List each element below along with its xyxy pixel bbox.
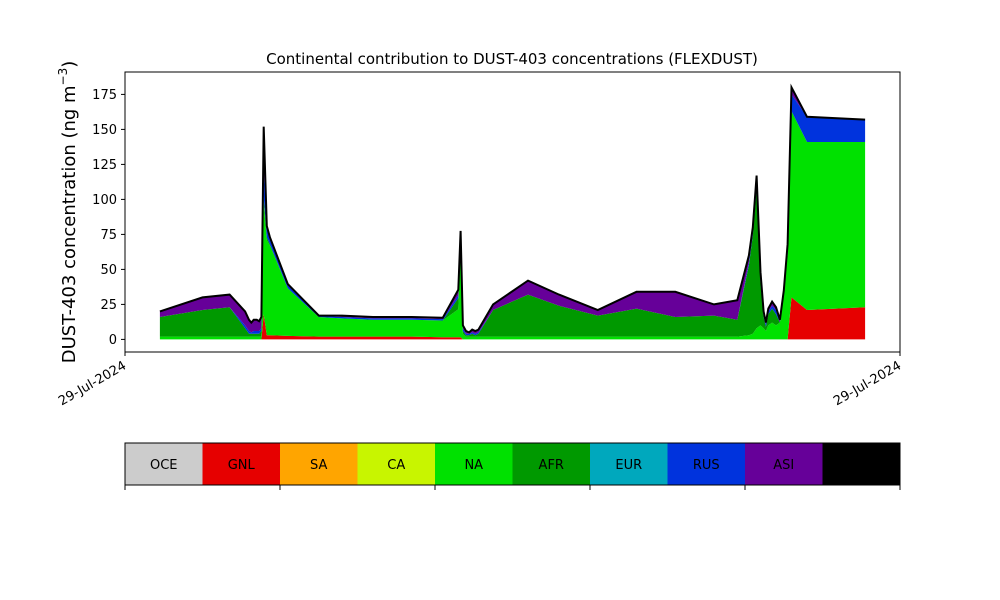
legend-swatch-oce xyxy=(125,443,203,485)
legend-label-afr: AFR xyxy=(539,458,564,473)
plot-frame xyxy=(124,71,901,353)
y-tick-label: 25 xyxy=(100,298,117,313)
y-axis-label-close: ) xyxy=(59,61,80,68)
legend-swatch-sa xyxy=(280,443,358,485)
area-na xyxy=(159,111,866,340)
legend-swatch-asi xyxy=(745,443,823,485)
y-tick-label: 150 xyxy=(92,123,117,138)
chart-title: Continental contribution to DUST-403 con… xyxy=(266,50,758,68)
legend-label-eur: EUR xyxy=(615,458,642,473)
legend-label-asi: ASI xyxy=(773,458,794,473)
legend-swatch-afr xyxy=(512,443,591,485)
legend-label-sa: SA xyxy=(310,458,327,473)
y-tick-label: 50 xyxy=(100,263,117,278)
color-legend-bar: OCE GNL SA CA NA AFR EUR RUS ASI AUS xyxy=(124,442,901,490)
area-afr xyxy=(159,111,866,337)
legend-swatch-rus xyxy=(667,443,746,485)
x-axis-ticks: 29-Jul-2024 29-Jul-2024 xyxy=(56,352,904,409)
y-tick-label: 75 xyxy=(100,228,117,243)
legend-label-rus: RUS xyxy=(693,458,720,473)
total-outline xyxy=(159,83,866,334)
area-gnl xyxy=(159,297,866,340)
legend-swatch-eur xyxy=(590,443,668,485)
y-axis-ticks: 0 25 50 75 100 125 150 175 xyxy=(92,88,125,348)
legend-label-na: NA xyxy=(464,458,483,473)
legend-label-aus: AUS xyxy=(848,458,875,473)
x-tick-label: 29-Jul-2024 xyxy=(56,358,129,409)
x-tick-label: 29-Jul-2024 xyxy=(831,358,904,409)
legend-swatch-ca xyxy=(357,443,436,485)
y-tick-label: 0 xyxy=(109,333,117,348)
y-tick-label: 125 xyxy=(92,158,117,173)
legend-swatch-na xyxy=(435,443,513,485)
legend-label-gnl: GNL xyxy=(228,458,256,473)
y-axis-label-sup: −3 xyxy=(56,68,70,86)
plot-areas xyxy=(159,87,866,340)
legend-swatch-gnl xyxy=(202,443,281,485)
y-axis-label-main: DUST-403 concentration (ng m xyxy=(59,85,80,363)
legend-frame xyxy=(124,442,901,486)
legend-label-oce: OCE xyxy=(150,458,178,473)
y-tick-label: 100 xyxy=(92,193,117,208)
y-tick-label: 175 xyxy=(92,88,117,103)
legend-swatch-aus xyxy=(822,443,901,485)
legend-label-ca: CA xyxy=(387,458,405,473)
y-axis-label: DUST-403 concentration (ng m−3) xyxy=(56,61,80,364)
